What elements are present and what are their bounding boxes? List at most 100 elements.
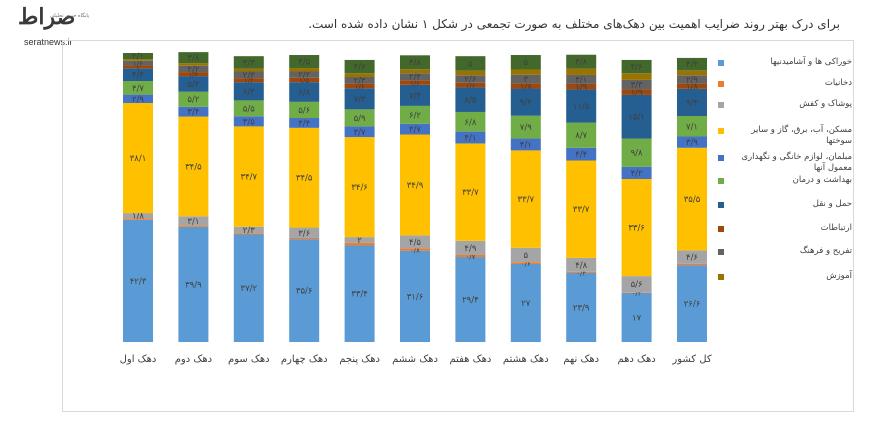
bar-segment — [178, 226, 209, 342]
data-label: ۴/۴ — [575, 150, 587, 160]
data-label: ۱۷ — [632, 313, 642, 323]
bar-segment — [455, 87, 486, 112]
bar-segment — [400, 248, 430, 251]
bar-segment — [677, 70, 707, 76]
legend-swatch — [718, 274, 724, 280]
bar-segment — [344, 245, 375, 342]
bar-segment — [510, 69, 541, 75]
data-label: ۲/۳ — [243, 226, 255, 236]
bar-segment — [233, 56, 264, 69]
bar-segment — [677, 116, 707, 137]
data-label: ۵/۴ — [187, 80, 199, 90]
data-label: ۳/۷ — [354, 128, 366, 138]
data-label: ۲۶/۶ — [684, 300, 701, 310]
figure-caption: برای درک بهتر روند ضرایب اهمیت بین دهک‌ه… — [308, 17, 840, 31]
category-label: دهک هشتم — [503, 354, 549, 365]
bar-segment — [344, 137, 375, 238]
bar-segment — [289, 227, 320, 238]
data-label: ۰/۲ — [632, 290, 642, 298]
bar-segment — [289, 118, 320, 128]
data-label: ۳/۴ — [187, 108, 199, 118]
data-label: ۳۹/۹ — [185, 280, 202, 290]
logo-url: seratnews.ir — [24, 37, 73, 47]
bar-segment — [566, 54, 597, 69]
bar-segment — [677, 136, 707, 148]
chart-frame — [62, 40, 854, 412]
bar-segment — [510, 150, 541, 248]
data-label: ۱ — [136, 64, 140, 72]
bar-segment — [178, 76, 209, 92]
bar-stack: ۲۶/۶ ۴/۶ ۳۵/۵ ۳/۹ ۷/۱ ۹/۴ ۱/۸۲/۹ ۴/۳ — [677, 57, 707, 342]
data-label: ۴/۲ — [631, 169, 643, 179]
bar-segment — [621, 59, 652, 74]
legend-label: آموزش — [826, 271, 852, 281]
bar-segment — [400, 250, 430, 342]
data-label: ۰/۷ — [465, 253, 475, 261]
bar-segment — [123, 213, 153, 219]
data-label: ۶/۳ — [243, 87, 255, 97]
bar-stack: ۳۹/۹ ۳/۱ ۳۴/۵ ۳/۴ ۵/۲ ۵/۴۱/۴۲/۲۳/۸ — [178, 52, 209, 342]
data-label: ۳/۹ — [686, 138, 698, 148]
bar-segment — [510, 262, 541, 264]
bar-segment — [566, 74, 597, 84]
data-label: ۱/۶ — [465, 82, 475, 90]
data-label: ۴/۸ — [409, 58, 421, 68]
bar-segment — [510, 247, 541, 263]
bar-segment — [400, 123, 430, 135]
data-label: ۰/۴ — [576, 269, 586, 277]
bar-segment — [677, 263, 707, 266]
data-label: ۳۸/۱ — [130, 154, 147, 164]
bar-segment — [344, 242, 375, 246]
bar-segment — [400, 73, 430, 81]
bar-segment — [400, 235, 430, 249]
data-label: ۳ — [524, 75, 529, 85]
category-label: کل کشور — [671, 354, 711, 365]
data-label: ۳/۵ — [243, 117, 255, 127]
data-label: ۳۳/۶ — [628, 224, 645, 234]
data-label: ۲/۲ — [187, 65, 199, 75]
data-label: ۲۹/۴ — [462, 296, 479, 306]
bar-segment — [123, 59, 153, 61]
bar-segment — [233, 68, 264, 72]
bar-stack: ۴۲/۳ ۱/۸ ۳۸/۱ ۲/۹۴/۷ ۴/۴۱۱/۶۲/۱ — [123, 52, 153, 342]
data-label: ۲/۹ — [686, 75, 698, 85]
data-label: ۱/۹ — [575, 83, 587, 93]
bar-segment — [233, 234, 264, 342]
data-label: ۳/۶ — [298, 229, 310, 239]
legend-swatch — [718, 60, 724, 66]
data-label: ۱/۵ — [299, 77, 309, 85]
data-label: ۲/۳ — [354, 76, 366, 86]
bar-segment — [178, 91, 209, 107]
legend-label: حمل و نقل — [812, 199, 852, 209]
bar-segment — [289, 68, 320, 72]
bar-segment — [123, 60, 153, 66]
bar-segment — [455, 82, 486, 88]
data-label: ۵ — [468, 59, 473, 69]
bar-segment — [677, 250, 707, 264]
data-label: ۱/۶ — [410, 79, 420, 87]
bar-segment — [123, 53, 153, 60]
bar-segment — [123, 81, 153, 95]
bar-stack: ۲۹/۴ ۰/۷۴/۹ ۳۳/۷ ۴/۱ ۶/۸ ۸/۵ ۱/۶۲/۶ ۵ — [455, 56, 486, 342]
bar-segment — [510, 55, 541, 70]
category-label: دهک اول — [120, 354, 157, 365]
legend-label: خوراکی ها و آشامیدنیها — [770, 57, 852, 67]
bar-segment — [400, 134, 430, 236]
bar-segment — [455, 111, 486, 132]
bar-segment — [510, 138, 541, 151]
data-label: ۲ — [357, 236, 362, 246]
site-logo[interactable]: صراط پایگاه خبری تحلیلی seratnews.ir — [10, 4, 102, 48]
data-label: ۵/۶ — [631, 280, 643, 290]
legend-label: پوشاک و کفش — [799, 99, 852, 109]
bar-segment — [178, 116, 209, 217]
bar-segment — [123, 219, 153, 342]
bar-segment — [344, 76, 375, 84]
bar-segment — [233, 233, 264, 235]
bar-segment — [289, 71, 320, 78]
data-label: ۷/۹ — [520, 123, 532, 133]
bar-segment — [233, 82, 264, 101]
data-label: ۱/۸ — [520, 82, 532, 92]
bar-segment — [455, 255, 486, 258]
legend-swatch — [718, 81, 724, 87]
